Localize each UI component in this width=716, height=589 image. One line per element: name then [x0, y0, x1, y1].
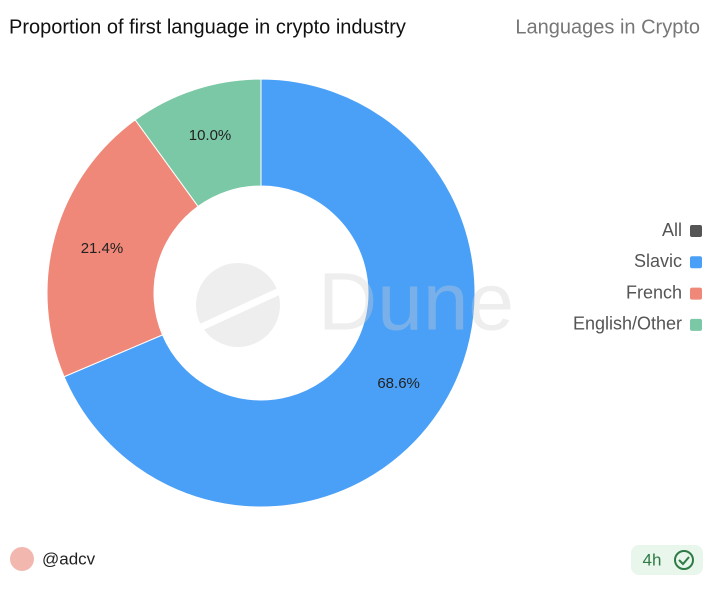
- author[interactable]: @adcv: [42, 549, 96, 568]
- chart-title: Proportion of first language in crypto i…: [9, 16, 406, 38]
- avatar: [10, 547, 34, 571]
- age-badge: [631, 545, 703, 575]
- slice-label: 10.0%: [189, 127, 232, 144]
- verified-check: [678, 556, 690, 566]
- legend-label: All: [662, 220, 682, 240]
- watermark: Dune: [193, 257, 514, 348]
- slice-label: 68.6%: [377, 375, 420, 392]
- legend-label: Slavic: [634, 251, 682, 271]
- legend-swatch: [690, 318, 702, 331]
- watermark-logo-cut: [193, 286, 284, 334]
- slice-label: 21.4%: [81, 240, 124, 257]
- slice: [134, 78, 262, 208]
- watermark-logo: [196, 263, 280, 347]
- age: 4h: [643, 550, 662, 569]
- legend: All Slavic French English/Other: [573, 220, 702, 334]
- donut: 68.6% 21.4% 10.0%: [46, 78, 476, 508]
- chart-subtitle: Languages in Crypto: [515, 16, 700, 38]
- legend-swatch: [690, 225, 702, 237]
- slice: [46, 119, 199, 378]
- slice: [63, 78, 476, 508]
- legend-swatch: [690, 256, 702, 269]
- watermark-text: Dune: [318, 257, 514, 348]
- verified-icon: [674, 550, 694, 570]
- legend-swatch: [690, 287, 702, 300]
- legend-label: French: [626, 282, 682, 302]
- legend-label: English/Other: [573, 314, 682, 334]
